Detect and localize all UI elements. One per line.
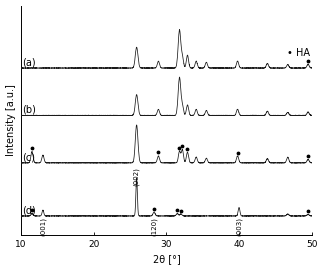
Text: (a): (a) [23, 57, 36, 67]
Text: (c): (c) [23, 152, 36, 162]
Text: (b): (b) [23, 104, 36, 114]
Text: • HA: • HA [287, 48, 310, 58]
Text: (003): (003) [236, 217, 242, 236]
Text: (d): (d) [23, 205, 36, 215]
X-axis label: 2θ [°]: 2θ [°] [152, 254, 180, 264]
Text: (001): (001) [40, 217, 46, 236]
Text: (120): (120) [151, 217, 157, 236]
Text: (002): (002) [133, 167, 140, 186]
Y-axis label: Intensity [a.u.]: Intensity [a.u.] [5, 84, 16, 156]
